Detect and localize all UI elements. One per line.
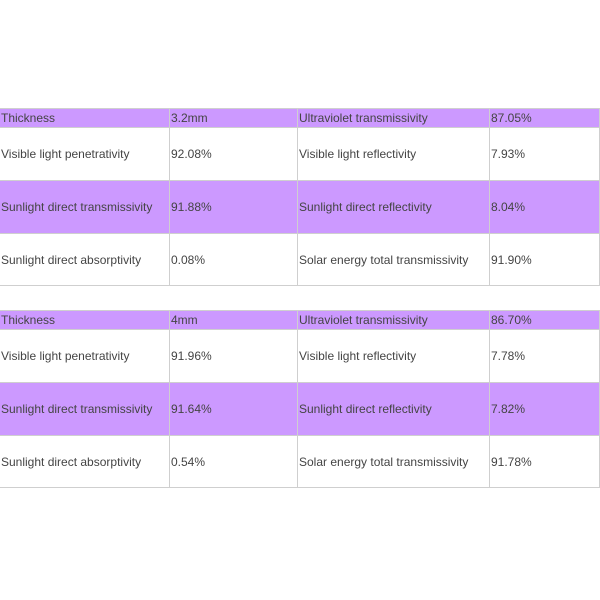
table-cell: Sunlight direct transmissivity (0, 382, 170, 436)
table-cell: 91.90% (489, 233, 600, 286)
table-cell: Sunlight direct absorptivity (0, 233, 170, 286)
table-cell: 91.78% (489, 435, 600, 488)
table-cell: 91.64% (169, 382, 298, 436)
table-row: Sunlight direct absorptivity 0.54% Solar… (0, 435, 600, 488)
table-cell: 92.08% (169, 127, 298, 181)
table-cell: Visible light penetrativity (0, 127, 170, 181)
table-row: Thickness 4mm Ultraviolet transmissivity… (0, 310, 600, 330)
table-cell: Ultraviolet transmissivity (297, 310, 490, 330)
table-cell: Sunlight direct transmissivity (0, 180, 170, 234)
table-cell: 7.93% (489, 127, 600, 181)
table-cell: 7.82% (489, 382, 600, 436)
table-cell: Visible light penetrativity (0, 329, 170, 383)
table-cell: Sunlight direct absorptivity (0, 435, 170, 488)
table-cell: 7.78% (489, 329, 600, 383)
table-cell: Thickness (0, 310, 170, 330)
table-cell: Solar energy total transmissivity (297, 435, 490, 488)
table-cell: Visible light reflectivity (297, 127, 490, 181)
table-row: Sunlight direct transmissivity 91.88% Su… (0, 180, 600, 234)
table-cell: Ultraviolet transmissivity (297, 108, 490, 128)
table-cell: Sunlight direct reflectivity (297, 180, 490, 234)
table-cell: Solar energy total transmissivity (297, 233, 490, 286)
table-cell: 91.88% (169, 180, 298, 234)
table-cell: 8.04% (489, 180, 600, 234)
table-cell: 0.54% (169, 435, 298, 488)
table-row: Visible light penetrativity 91.96% Visib… (0, 329, 600, 383)
table-row: Sunlight direct absorptivity 0.08% Solar… (0, 233, 600, 286)
table-row: Visible light penetrativity 92.08% Visib… (0, 127, 600, 181)
table-cell: 91.96% (169, 329, 298, 383)
table-row: Sunlight direct transmissivity 91.64% Su… (0, 382, 600, 436)
table-cell: 3.2mm (169, 108, 298, 128)
table-cell: Thickness (0, 108, 170, 128)
table-cell: Visible light reflectivity (297, 329, 490, 383)
spec-table-4mm: Thickness 4mm Ultraviolet transmissivity… (0, 310, 600, 488)
table-cell: 4mm (169, 310, 298, 330)
table-cell: Sunlight direct reflectivity (297, 382, 490, 436)
spec-table-3-2mm: Thickness 3.2mm Ultraviolet transmissivi… (0, 108, 600, 286)
table-cell: 0.08% (169, 233, 298, 286)
table-cell: 86.70% (489, 310, 600, 330)
table-row: Thickness 3.2mm Ultraviolet transmissivi… (0, 108, 600, 128)
table-cell: 87.05% (489, 108, 600, 128)
